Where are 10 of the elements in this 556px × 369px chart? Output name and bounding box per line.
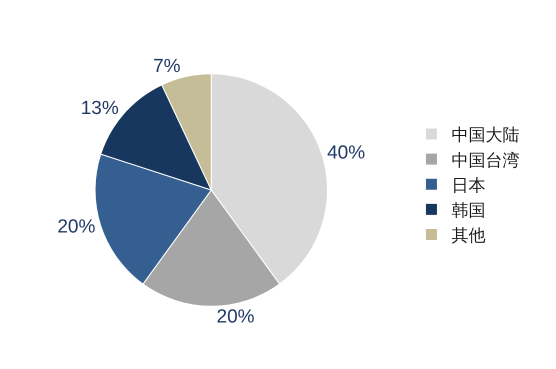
legend-label: 其他	[451, 226, 486, 246]
data-label: 7%	[153, 56, 181, 78]
data-label: 20%	[216, 306, 255, 328]
data-label: 20%	[57, 216, 96, 238]
legend-label: 中国大陆	[451, 126, 520, 146]
data-label: 13%	[80, 98, 119, 120]
legend-label: 中国台湾	[451, 150, 520, 171]
data-label: 40%	[327, 142, 366, 164]
legend-label: 日本	[451, 176, 486, 196]
legend-label: 韩国	[451, 200, 486, 221]
